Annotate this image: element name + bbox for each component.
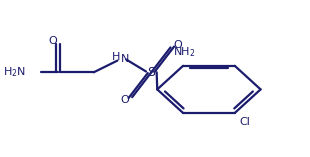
Text: H$_2$N: H$_2$N [3, 65, 26, 79]
Text: O: O [48, 36, 57, 46]
Text: H: H [112, 52, 120, 62]
Text: N: N [121, 54, 130, 64]
Text: S: S [147, 66, 155, 79]
Text: O: O [174, 40, 182, 50]
Text: O: O [120, 95, 129, 105]
Text: NH$_2$: NH$_2$ [173, 46, 196, 60]
Text: Cl: Cl [240, 117, 250, 127]
